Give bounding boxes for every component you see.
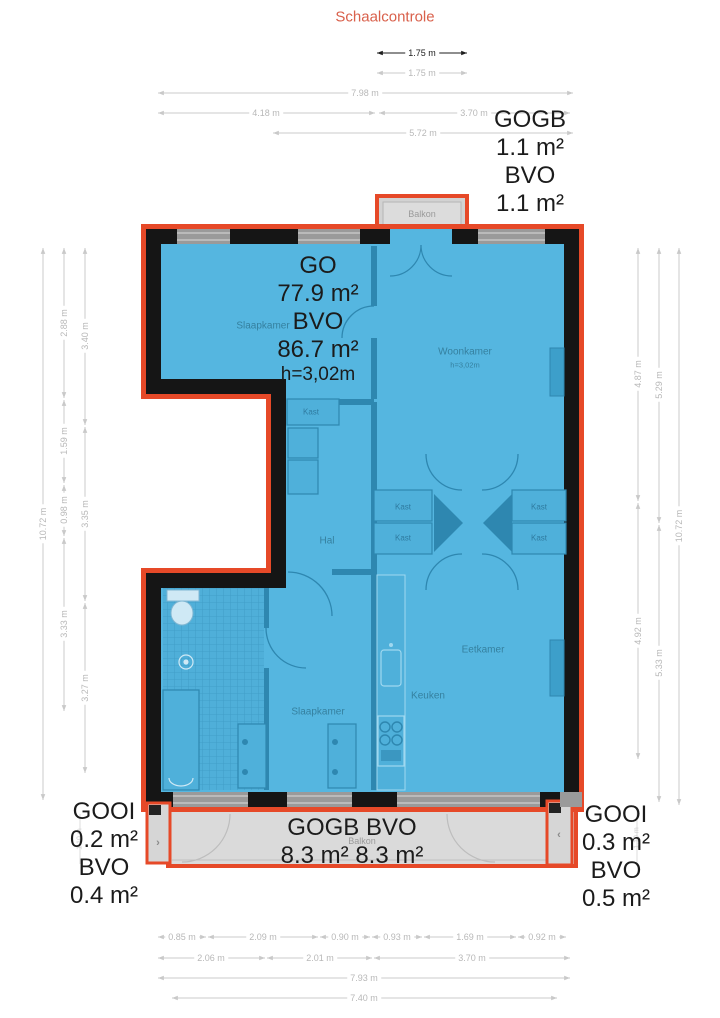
room-label-balkon-top: Balkon xyxy=(408,209,436,219)
summary-bottom-right-line-3: 0.5 m² xyxy=(581,885,651,912)
dim-bottom-6: 2.06 m xyxy=(194,953,228,963)
summary-center-line-4: h=3,02m xyxy=(280,364,356,385)
radiator-woonkamer xyxy=(549,347,565,397)
dim-bottom-0: 0.85 m xyxy=(165,932,199,942)
room-label-eetkamer: Eetkamer xyxy=(461,644,505,656)
appliance-2 xyxy=(287,459,319,495)
dim-top-4: 3.70 m xyxy=(457,108,491,118)
room-label-balkon-bottom: Balkon xyxy=(348,836,376,846)
windows xyxy=(173,229,582,807)
room-label-kast-c1: Kast xyxy=(394,502,412,512)
radiator-eetkamer xyxy=(549,639,565,697)
dim-left-1: 2.88 m xyxy=(59,306,69,340)
kitchen xyxy=(376,574,406,791)
dim-right-2: 5.29 m xyxy=(654,368,664,402)
dim-bottom-8: 3.70 m xyxy=(455,953,489,963)
summary-center-line-1: 77.9 m² xyxy=(277,280,359,307)
shower-head xyxy=(178,654,194,670)
summary-bottom-left-line-0: GOOI xyxy=(72,798,136,825)
room-label-kast-top: Kast xyxy=(302,407,320,417)
summary-bottom-right: GOOI 0.3 m² BVO 0.5 m² xyxy=(582,801,650,913)
room-label-kast-c2: Kast xyxy=(394,533,412,543)
summary-center: GO 77.9 m² BVO 86.7 m² h=3,02m xyxy=(277,252,358,386)
room-label-slaapkamer-top: Slaapkamer xyxy=(236,320,290,332)
closet-top xyxy=(286,398,340,426)
summary-bottom-left-line-2: BVO xyxy=(78,854,130,881)
appliance-1 xyxy=(287,427,319,459)
dim-left-2: 1.59 m xyxy=(59,424,69,458)
dim-left-7: 3.27 m xyxy=(80,671,90,705)
dim-right-1: 4.92 m xyxy=(633,614,643,648)
dim-right-3: 5.33 m xyxy=(654,646,664,680)
summary-center-line-2: BVO xyxy=(292,308,344,335)
dim-bottom-2: 0.90 m xyxy=(328,932,362,942)
summary-top-right-line-3: 1.1 m² xyxy=(495,190,565,217)
summary-center-line-3: 86.7 m² xyxy=(277,336,359,363)
dim-bottom-1: 2.09 m xyxy=(246,932,280,942)
closet-hall-1 xyxy=(373,489,433,522)
page-title: Schaalcontrole xyxy=(335,8,435,26)
closet-hall-2 xyxy=(373,522,433,555)
dim-bottom-5: 0.92 m xyxy=(525,932,559,942)
dim-right-4: 10.72 m xyxy=(674,506,684,546)
summary-top-right-line-2: BVO xyxy=(504,162,556,189)
summary-top-right-line-1: 1.1 m² xyxy=(495,134,565,161)
dim-top-5: 5.72 m xyxy=(406,128,440,138)
dim-bottom-4: 1.69 m xyxy=(453,932,487,942)
dim-left-6: 3.35 m xyxy=(80,497,90,531)
summary-top-right-line-0: GOGB xyxy=(493,106,567,133)
dim-top-3: 4.18 m xyxy=(249,108,283,118)
dim-bottom-10: 7.40 m xyxy=(347,993,381,1003)
room-label-kast-r1: Kast xyxy=(530,502,548,512)
wardrobe-b xyxy=(327,723,357,789)
dim-left-4: 3.33 m xyxy=(59,607,69,641)
summary-bottom-right-line-1: 0.3 m² xyxy=(581,829,651,856)
summary-balcony-line-0: GOGB BVO xyxy=(287,814,417,841)
bottom-wall-windows xyxy=(173,792,582,807)
toilet xyxy=(166,589,200,626)
summary-center-line-0: GO xyxy=(299,252,337,279)
dim-bottom-9: 7.93 m xyxy=(347,973,381,983)
closet-wedges xyxy=(434,494,512,552)
summary-bottom-right-line-2: BVO xyxy=(590,857,642,884)
dim-left-0: 10.72 m xyxy=(38,504,48,544)
summary-bottom-left-line-3: 0.4 m² xyxy=(69,882,139,909)
right-hatch-box xyxy=(545,799,574,867)
dim-right-0: 4.87 m xyxy=(633,357,643,391)
summary-top-right: GOGB 1.1 m² BVO 1.1 m² xyxy=(494,106,566,218)
room-label-kast-r2: Kast xyxy=(530,533,548,543)
dim-left-3: 0.98 m xyxy=(59,493,69,527)
interior xyxy=(162,246,567,791)
closets xyxy=(237,398,567,789)
dim-bottom-3: 0.93 m xyxy=(380,932,414,942)
kitchen-sink xyxy=(380,649,402,687)
dim-bottom-7: 2.01 m xyxy=(303,953,337,963)
closet-right-1 xyxy=(511,489,567,522)
chevron-right-icon: › xyxy=(156,837,160,849)
summary-bottom-left-line-1: 0.2 m² xyxy=(69,826,139,853)
room-label-woonkamer: Woonkamer xyxy=(438,346,492,358)
stove xyxy=(377,715,405,767)
summary-balcony-line-1: 8.3 m² 8.3 m² xyxy=(280,842,424,869)
dim-left-5: 3.40 m xyxy=(80,319,90,353)
dim-top-2: 7.98 m xyxy=(348,88,382,98)
room-label-woonkamer-height: h=3,02m xyxy=(450,360,480,370)
chevron-left-icon: ‹ xyxy=(557,829,561,841)
summary-balcony: GOGB BVO 8.3 m² 8.3 m² xyxy=(281,814,424,870)
room-label-hal: Hal xyxy=(319,535,335,547)
dim-top-1: 1.75 m xyxy=(405,68,439,78)
room-label-slaapkamer-bottom: Slaapkamer xyxy=(291,706,345,718)
room-label-keuken: Keuken xyxy=(411,690,445,702)
top-wall-windows xyxy=(177,229,545,244)
radiators xyxy=(549,347,565,697)
summary-bottom-left: GOOI 0.2 m² BVO 0.4 m² xyxy=(70,798,138,910)
wardrobe-a xyxy=(237,723,267,789)
balcony-door xyxy=(389,229,453,277)
left-hatch-box xyxy=(145,801,172,865)
dim-top-emphasis: 1.75 m xyxy=(405,48,439,58)
vanity xyxy=(162,689,200,791)
summary-bottom-right-line-0: GOOI xyxy=(584,801,648,828)
